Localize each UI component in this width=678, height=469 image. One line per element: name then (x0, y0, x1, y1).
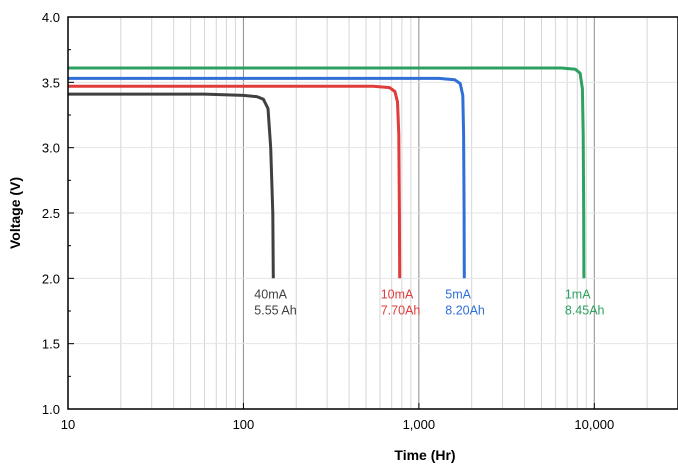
x-tick-label: 100 (233, 417, 255, 432)
series-annotation-2-line-1: 10mA (381, 287, 414, 301)
series-annotation-1-line-1: 40mA (254, 287, 287, 301)
y-tick-label: 2.0 (42, 271, 60, 286)
series-line-4 (68, 66, 586, 279)
annotations: 40mA 5.55 Ah 10mA 7.70Ah 5mA 8.20Ah 1mA 8.45Ah (254, 287, 604, 317)
y-tick-label: 1.5 (42, 337, 60, 352)
ticks: 1.0 1.5 2.0 2.5 3.0 3.5 4.0 10 100 1,000 10,000 (42, 10, 614, 432)
x-tick-label: 10,000 (574, 417, 614, 432)
y-axis-title: Voltage (V) (7, 177, 23, 249)
x-tick-label: 1,000 (403, 417, 436, 432)
series-annotation-4-line-1: 1mA (565, 287, 591, 301)
series-annotation-3-line-2: 8.20Ah (445, 303, 485, 317)
x-axis-title: Time (Hr) (394, 447, 455, 463)
y-tick-label: 2.5 (42, 206, 60, 221)
series-group (68, 66, 586, 279)
grid (68, 17, 678, 409)
series-annotation-1-line-2: 5.55 Ah (254, 303, 296, 317)
series-line-2 (68, 84, 402, 279)
x-tick-label: 10 (61, 417, 75, 432)
series-annotation-3-line-1: 5mA (445, 287, 471, 301)
y-tick-label: 3.0 (42, 141, 60, 156)
series-line-1 (68, 92, 275, 279)
y-tick-label: 4.0 (42, 10, 60, 25)
series-annotation-2-line-2: 7.70Ah (381, 303, 421, 317)
y-tick-label: 1.0 (42, 402, 60, 417)
series-annotation-4-line-2: 8.45Ah (565, 303, 605, 317)
y-tick-label: 3.5 (42, 75, 60, 90)
series-line-3 (68, 76, 466, 279)
